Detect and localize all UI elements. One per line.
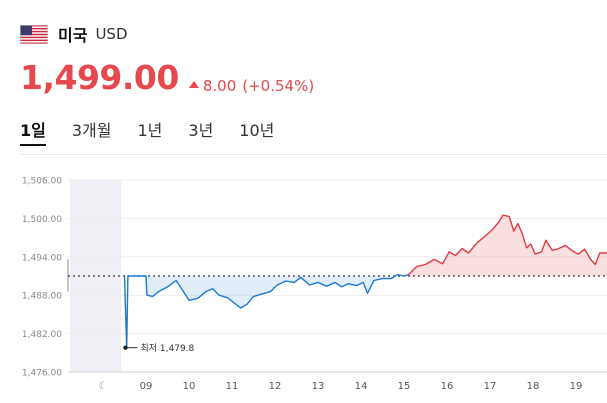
x-tick-label: 14 <box>355 381 368 392</box>
current-price: 1,499.00 <box>20 58 179 97</box>
tab-10-years[interactable]: 10년 <box>239 121 275 140</box>
tab-1-day[interactable]: 1일 <box>20 118 46 146</box>
country-name: 미국 <box>58 26 88 45</box>
change-amount: 8.00 <box>202 76 237 95</box>
y-tick-label: 1,482.00 <box>22 330 62 340</box>
series-line <box>123 273 409 349</box>
y-tick-label: 1,476.00 <box>22 369 62 379</box>
low-value-label: 최저 1,479.8 <box>141 343 195 354</box>
series-line <box>407 214 607 276</box>
currency-header: 미국 USD <box>20 22 128 46</box>
currency-code: USD <box>95 25 128 43</box>
moon-icon: ☾ <box>99 381 108 392</box>
y-tick-label: 1,488.00 <box>22 292 62 302</box>
series-area <box>146 274 409 308</box>
y-tick-label: 1,500.00 <box>22 215 62 225</box>
x-tick-label: 17 <box>484 381 497 392</box>
up-triangle-icon <box>188 81 199 88</box>
period-tabs: 1일 3개월 1년 3년 10년 <box>20 118 300 146</box>
x-tick-label: 12 <box>269 381 282 392</box>
tabs-divider <box>20 154 607 155</box>
price-change: 8.00 (+0.54%) <box>188 76 315 95</box>
x-tick-label: 13 <box>312 381 325 392</box>
x-tick-label: 15 <box>398 381 411 392</box>
tab-1-year[interactable]: 1년 <box>137 121 163 140</box>
tab-3-years[interactable]: 3년 <box>188 121 214 140</box>
exchange-rate-chart[interactable]: 1,476.00 1,482.00 1,488.00 1,494.00 1,500.00… <box>0 160 607 403</box>
x-tick-label: 09 <box>140 381 153 392</box>
tab-3-months[interactable]: 3개월 <box>71 121 112 140</box>
us-flag-icon <box>20 24 48 44</box>
price-row: 1,499.00 8.00 (+0.54%) <box>20 58 314 97</box>
x-tick-label: 19 <box>570 381 583 392</box>
low-marker-dot <box>123 345 128 350</box>
x-tick-label: 10 <box>183 381 196 392</box>
x-tick-label: 18 <box>527 381 540 392</box>
series-area <box>408 215 607 276</box>
y-tick-label: 1,494.00 <box>22 253 62 263</box>
x-tick-label: 16 <box>441 381 454 392</box>
y-tick-label: 1,506.00 <box>22 177 62 187</box>
x-tick-label: 11 <box>226 381 239 392</box>
change-percent: (+0.54%) <box>242 76 315 95</box>
